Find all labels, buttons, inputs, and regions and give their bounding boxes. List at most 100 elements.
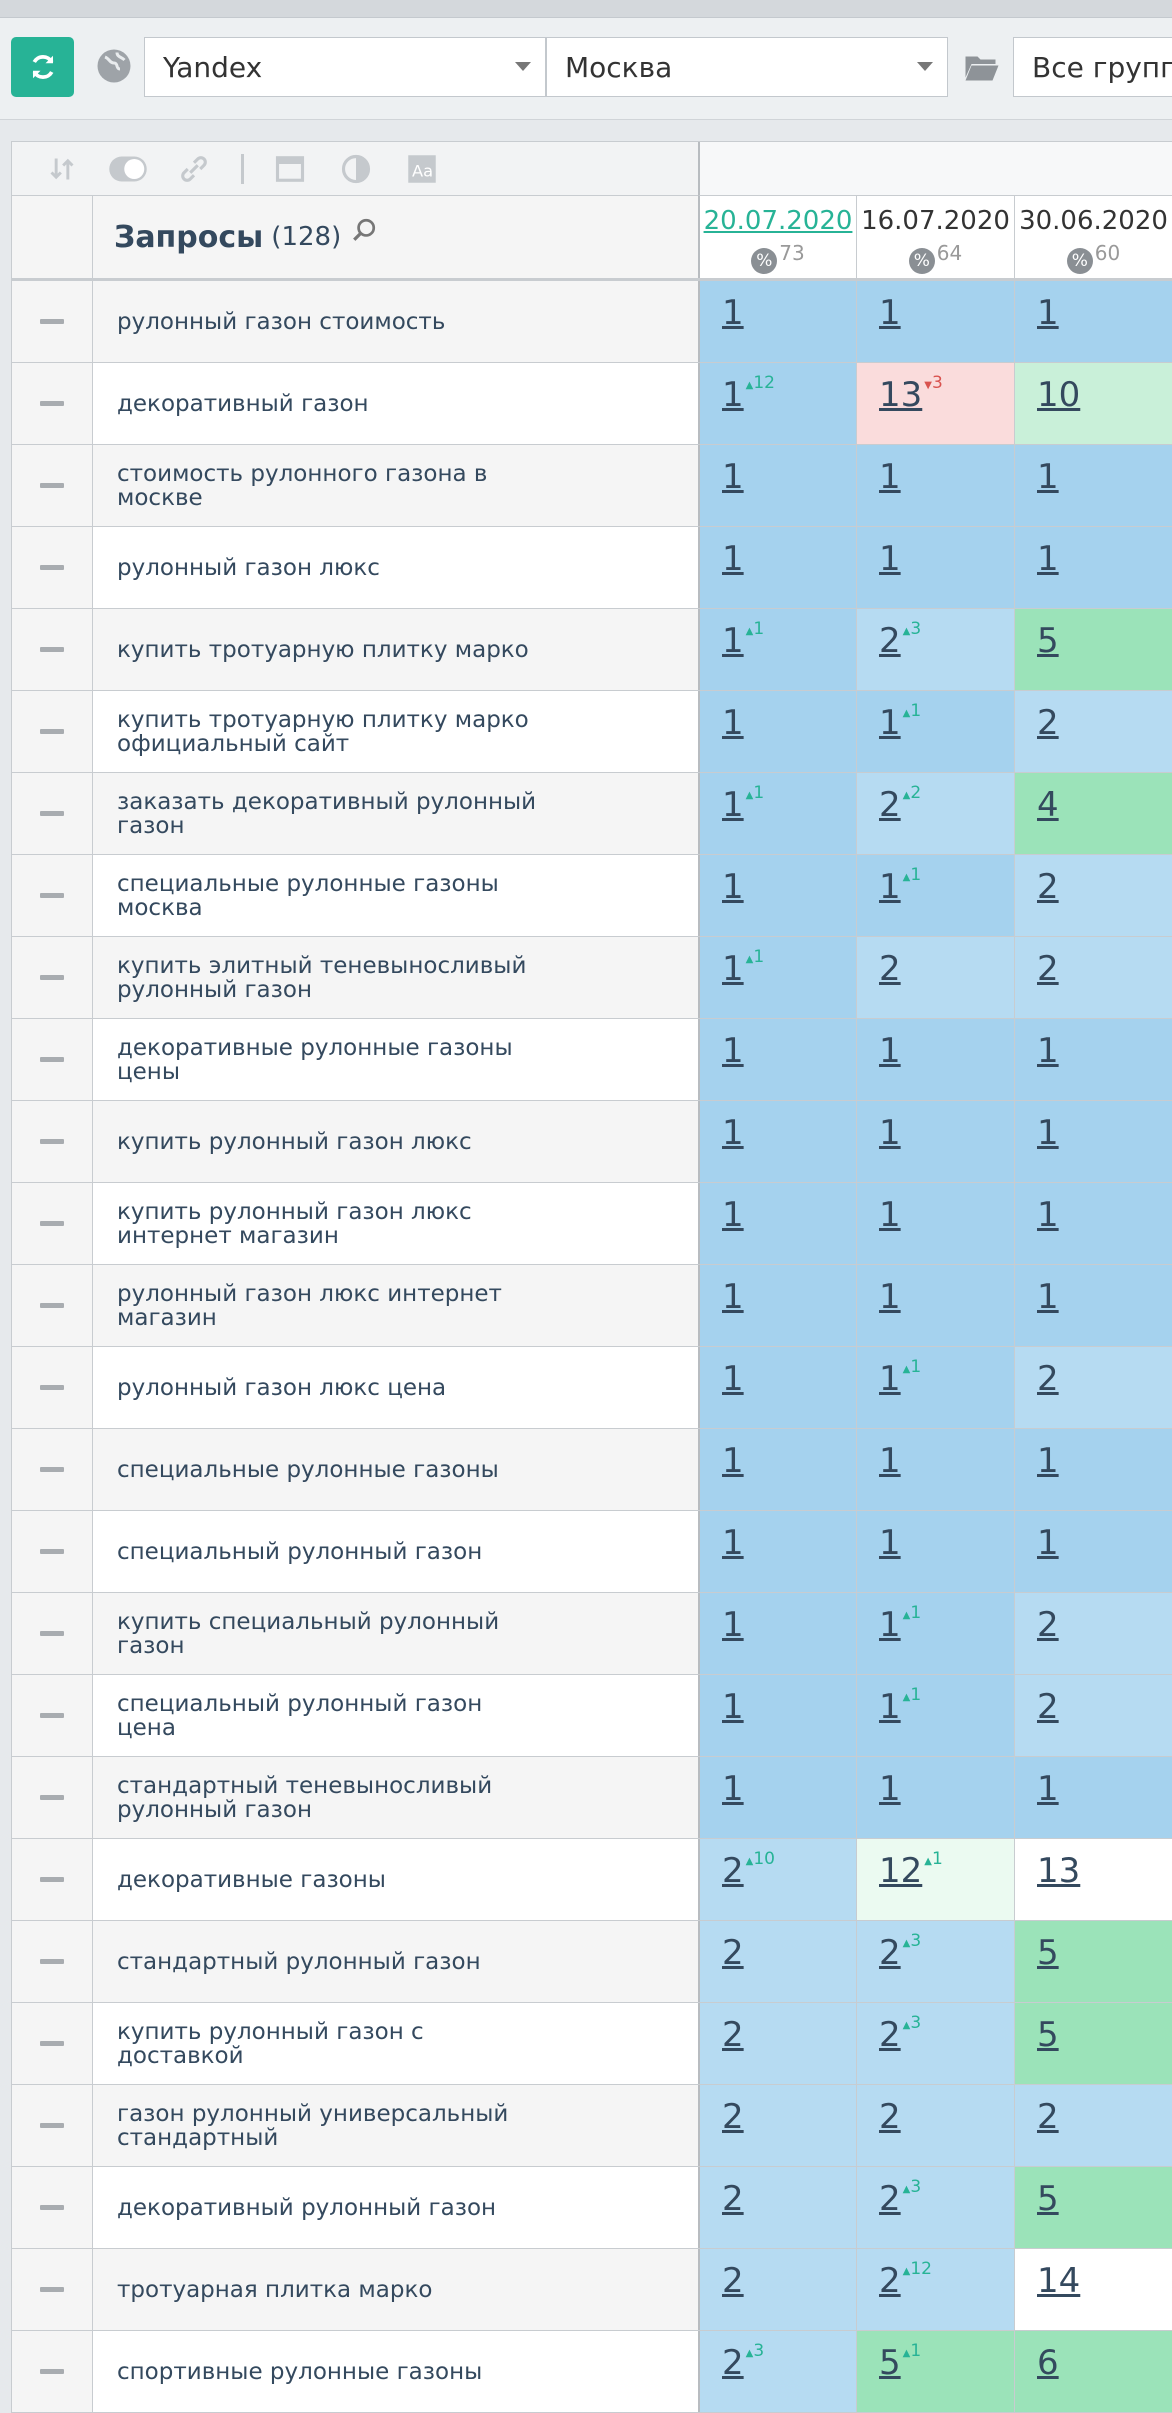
- position-link[interactable]: 1: [1037, 1277, 1059, 1317]
- position-link[interactable]: 1: [722, 293, 744, 333]
- font-icon[interactable]: Aa: [400, 154, 444, 184]
- row-menu-cell[interactable]: [12, 281, 93, 362]
- row-menu-cell[interactable]: [12, 1839, 93, 1920]
- position-link[interactable]: 1: [722, 1687, 744, 1727]
- date-label[interactable]: 30.06.2020: [1019, 206, 1168, 236]
- position-link[interactable]: 2: [722, 1851, 744, 1891]
- row-menu-cell[interactable]: [12, 1183, 93, 1264]
- position-link[interactable]: 2: [722, 1933, 744, 1973]
- position-link[interactable]: 1: [722, 703, 744, 743]
- position-link[interactable]: 1: [722, 1277, 744, 1317]
- date-column-header[interactable]: 30.06.2020% 60: [1014, 196, 1172, 278]
- position-link[interactable]: 13: [879, 375, 923, 415]
- position-link[interactable]: 2: [879, 1933, 901, 1973]
- position-link[interactable]: 1: [722, 1359, 744, 1399]
- position-link[interactable]: 2: [879, 2179, 901, 2219]
- position-link[interactable]: 1: [879, 1359, 901, 1399]
- position-link[interactable]: 5: [1037, 2179, 1059, 2219]
- position-link[interactable]: 1: [879, 1769, 901, 1809]
- contrast-icon[interactable]: [334, 154, 378, 184]
- row-menu-cell[interactable]: [12, 1757, 93, 1838]
- position-link[interactable]: 1: [722, 1441, 744, 1481]
- row-menu-cell[interactable]: [12, 1101, 93, 1182]
- row-menu-cell[interactable]: [12, 1675, 93, 1756]
- position-link[interactable]: 1: [722, 539, 744, 579]
- row-menu-cell[interactable]: [12, 445, 93, 526]
- position-link[interactable]: 2: [722, 2261, 744, 2301]
- position-link[interactable]: 1: [1037, 1113, 1059, 1153]
- row-menu-cell[interactable]: [12, 527, 93, 608]
- position-link[interactable]: 1: [722, 785, 744, 825]
- row-menu-cell[interactable]: [12, 2003, 93, 2084]
- row-menu-cell[interactable]: [12, 691, 93, 772]
- position-link[interactable]: 2: [1037, 2097, 1059, 2137]
- position-link[interactable]: 13: [1037, 1851, 1081, 1891]
- position-link[interactable]: 1: [1037, 539, 1059, 579]
- position-link[interactable]: 6: [1037, 2343, 1059, 2383]
- window-icon[interactable]: [268, 154, 312, 184]
- search-engine-select[interactable]: Yandex: [144, 37, 546, 97]
- row-menu-cell[interactable]: [12, 363, 93, 444]
- position-link[interactable]: 10: [1037, 375, 1081, 415]
- region-select[interactable]: Москва: [546, 37, 948, 97]
- position-link[interactable]: 1: [879, 1441, 901, 1481]
- date-column-header[interactable]: 20.07.2020% 73: [698, 196, 856, 278]
- position-link[interactable]: 1: [879, 1277, 901, 1317]
- position-link[interactable]: 1: [1037, 1441, 1059, 1481]
- position-link[interactable]: 1: [722, 867, 744, 907]
- position-link[interactable]: 2: [1037, 1605, 1059, 1645]
- refresh-button[interactable]: [11, 37, 74, 97]
- row-menu-cell[interactable]: [12, 1019, 93, 1100]
- row-menu-cell[interactable]: [12, 2167, 93, 2248]
- position-link[interactable]: 2: [1037, 949, 1059, 989]
- position-link[interactable]: 1: [879, 1031, 901, 1071]
- position-link[interactable]: 1: [722, 1195, 744, 1235]
- position-link[interactable]: 14: [1037, 2261, 1081, 2301]
- row-menu-cell[interactable]: [12, 855, 93, 936]
- position-link[interactable]: 5: [1037, 621, 1059, 661]
- position-link[interactable]: 1: [879, 1113, 901, 1153]
- position-link[interactable]: 1: [1037, 293, 1059, 333]
- position-link[interactable]: 1: [722, 1031, 744, 1071]
- position-link[interactable]: 1: [722, 621, 744, 661]
- row-menu-cell[interactable]: [12, 1511, 93, 1592]
- sort-icon[interactable]: [40, 154, 84, 184]
- row-menu-cell[interactable]: [12, 2085, 93, 2166]
- date-column-header[interactable]: 16.07.2020% 64: [856, 196, 1014, 278]
- position-link[interactable]: 2: [879, 2261, 901, 2301]
- position-link[interactable]: 1: [722, 1113, 744, 1153]
- position-link[interactable]: 5: [1037, 1933, 1059, 1973]
- position-link[interactable]: 2: [879, 949, 901, 989]
- row-menu-cell[interactable]: [12, 1429, 93, 1510]
- position-link[interactable]: 1: [722, 949, 744, 989]
- position-link[interactable]: 1: [1037, 1523, 1059, 1563]
- groups-select[interactable]: Все группы: [1013, 37, 1172, 97]
- row-menu-cell[interactable]: [12, 1265, 93, 1346]
- position-link[interactable]: 1: [722, 1523, 744, 1563]
- position-link[interactable]: 1: [722, 375, 744, 415]
- position-link[interactable]: 12: [879, 1851, 923, 1891]
- position-link[interactable]: 1: [879, 293, 901, 333]
- row-menu-cell[interactable]: [12, 773, 93, 854]
- position-link[interactable]: 1: [1037, 1195, 1059, 1235]
- date-label[interactable]: 16.07.2020: [861, 206, 1010, 236]
- row-menu-cell[interactable]: [12, 2249, 93, 2330]
- position-link[interactable]: 2: [879, 621, 901, 661]
- position-link[interactable]: 4: [1037, 785, 1059, 825]
- position-link[interactable]: 1: [879, 1605, 901, 1645]
- position-link[interactable]: 2: [879, 2097, 901, 2137]
- position-link[interactable]: 1: [1037, 1769, 1059, 1809]
- row-menu-cell[interactable]: [12, 1593, 93, 1674]
- position-link[interactable]: 1: [722, 457, 744, 497]
- position-link[interactable]: 1: [879, 539, 901, 579]
- position-link[interactable]: 2: [1037, 1687, 1059, 1727]
- toggle-icon[interactable]: [106, 154, 150, 184]
- position-link[interactable]: 2: [1037, 1359, 1059, 1399]
- position-link[interactable]: 2: [722, 2179, 744, 2219]
- position-link[interactable]: 1: [879, 1687, 901, 1727]
- row-menu-cell[interactable]: [12, 937, 93, 1018]
- position-link[interactable]: 1: [879, 457, 901, 497]
- position-link[interactable]: 5: [1037, 2015, 1059, 2055]
- position-link[interactable]: 2: [722, 2015, 744, 2055]
- position-link[interactable]: 1: [1037, 457, 1059, 497]
